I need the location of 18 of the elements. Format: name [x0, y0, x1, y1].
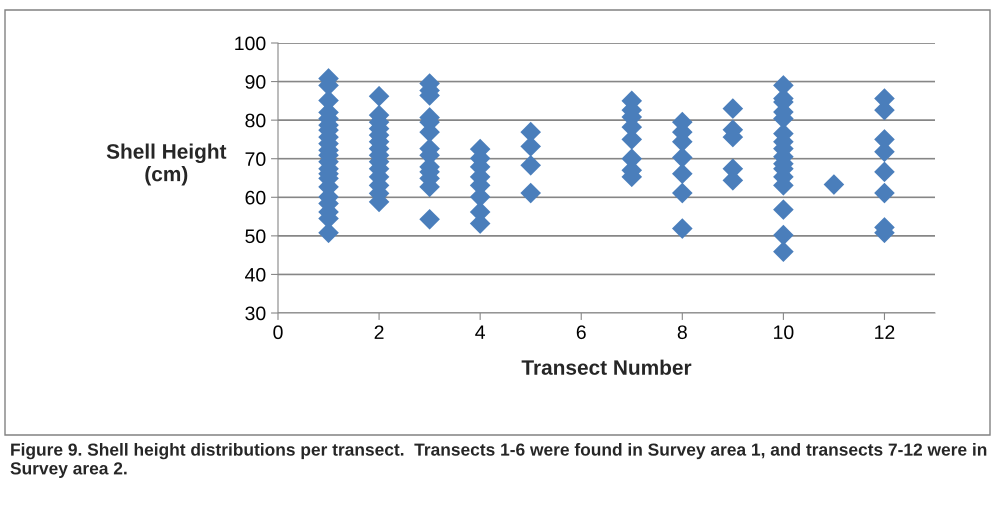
y-tick-label: 100	[235, 36, 266, 50]
y-axis-title: Shell Height (cm)	[106, 144, 226, 186]
x-tick-label: 6	[576, 325, 586, 340]
y-tick-label: 50	[245, 229, 266, 244]
x-tick-label: 4	[475, 326, 485, 339]
y-tick-label: 30	[245, 306, 266, 320]
y-tick-label: 90	[245, 75, 266, 89]
x-tick-label: 0	[273, 325, 283, 340]
caption: Figure 9. Shell height distributions per transect. Transects 1-6 were found in Survey area 1, and transects 7-12 were in Survey area 2.	[10, 443, 986, 478]
y-tick-label: 40	[245, 268, 266, 282]
y-tick-label: 70	[246, 152, 266, 166]
x-tick-label: 12	[875, 325, 894, 339]
y-tick-label: 80	[245, 114, 266, 128]
x-tick-label: 10	[774, 325, 794, 340]
y-tick-label: 60	[246, 190, 266, 205]
x-tick-label: 8	[678, 325, 687, 340]
x-tick-label: 2	[374, 325, 384, 339]
x-axis-title: Transect Number	[522, 360, 692, 375]
